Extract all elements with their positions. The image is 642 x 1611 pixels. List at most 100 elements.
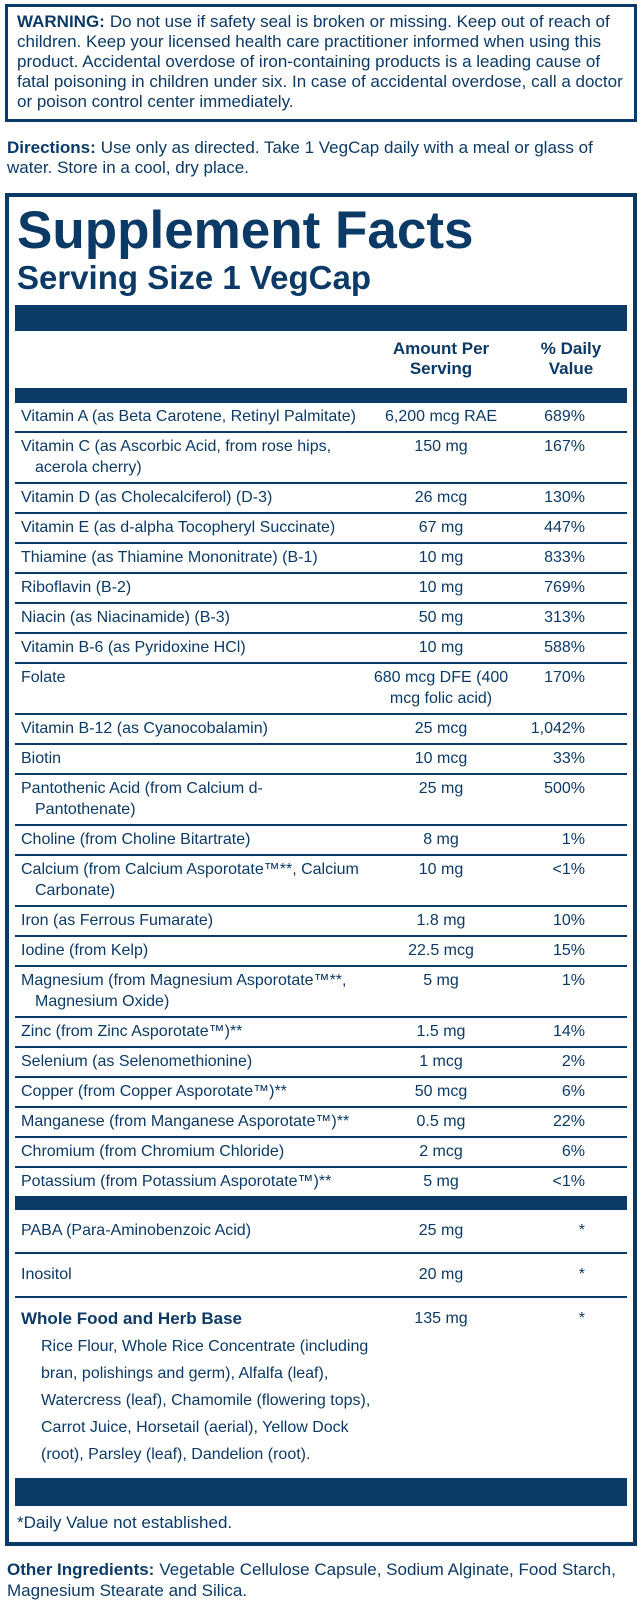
nutrient-name: Selenium (as Selenomethionine): [21, 1053, 253, 1070]
nutrient-amount: 25 mcg: [414, 720, 468, 737]
nutrient-row: Copper (from Copper Asporotate™)** 50 mcg…: [15, 1076, 627, 1106]
nutrient-dv: 2%: [561, 1053, 585, 1070]
nutrient-row: Vitamin D (as Cholecalciferol) (D-3) 26 m…: [15, 482, 627, 512]
nutrient-name: Folate: [21, 669, 66, 686]
nutrient-row: Calcium (from Calcium Asporotate™**, Cal…: [15, 854, 627, 905]
supplement-facts-panel: Supplement Facts Serving Size 1 VegCap A…: [5, 193, 637, 1546]
nutrient-name: Zinc (from Zinc Asporotate™)**: [21, 1023, 243, 1040]
nutrient-row: Vitamin A (as Beta Carotene, Retinyl Pal…: [15, 403, 627, 431]
nutrient-dv: 167%: [544, 438, 585, 455]
nutrient-row: Choline (from Choline Bitartrate) 8 mg 1%: [15, 824, 627, 854]
column-header-amount-line2: Serving: [409, 359, 473, 378]
nutrient-name: Copper (from Copper Asporotate™)**: [21, 1083, 287, 1100]
nutrient-rows-extra: PABA (Para-Aminobenzoic Acid) 25 mg * Inosi…: [15, 1210, 627, 1296]
nutrient-name: Biotin: [21, 750, 62, 767]
column-headers: Amount Per Serving % Daily Value: [15, 331, 627, 388]
nutrient-row: Vitamin B-6 (as Pyridoxine HCl) 10 mg 588%: [15, 632, 627, 662]
nutrient-name: PABA (Para-Aminobenzoic Acid): [21, 1222, 252, 1239]
nutrient-dv: 588%: [544, 639, 585, 656]
herb-base-row: Whole Food and Herb Base 135 mg *: [15, 1296, 627, 1331]
nutrient-amount: 1 mcg: [419, 1053, 463, 1070]
nutrient-row: Chromium (from Chromium Chloride) 2 mcg 6%: [15, 1136, 627, 1166]
nutrient-name: Vitamin B-12 (as Cyanocobalamin): [21, 720, 268, 737]
nutrient-amount: 10 mg: [418, 579, 464, 596]
nutrient-name: Thiamine (as Thiamine Mononitrate) (B-1): [21, 549, 318, 566]
nutrient-row: Potassium (from Potassium Asporotate™)**…: [15, 1166, 627, 1196]
warning-box: WARNING: Do not use if safety seal is bro…: [5, 4, 637, 122]
nutrient-name: Riboflavin (B-2): [21, 579, 132, 596]
nutrient-dv: <1%: [552, 1173, 585, 1190]
directions-label: Directions:: [7, 138, 96, 157]
nutrient-name: Vitamin A (as Beta Carotene, Retinyl Pal…: [21, 408, 356, 425]
other-ingredients-label: Other Ingredients:: [7, 1560, 155, 1579]
nutrient-amount: 10 mg: [418, 861, 464, 878]
nutrient-amount: 5 mg: [423, 1173, 459, 1190]
nutrient-amount: 0.5 mg: [416, 1113, 466, 1130]
nutrient-amount: 1.5 mg: [416, 1023, 466, 1040]
nutrient-name: Whole Food and Herb Base: [21, 1309, 243, 1328]
panel-title: Supplement Facts: [17, 201, 474, 260]
nutrient-dv: 33%: [552, 750, 585, 767]
nutrient-amount: 22.5 mcg: [408, 942, 474, 959]
directions-body: Use only as directed. Take 1 VegCap dail…: [7, 138, 593, 177]
serving-size: Serving Size 1 VegCap: [17, 259, 371, 296]
nutrient-amount: 135 mg: [414, 1310, 468, 1327]
column-header-dv: % Daily Value: [515, 339, 627, 379]
nutrient-dv: 500%: [544, 780, 585, 797]
nutrient-amount: 25 mg: [418, 1222, 464, 1239]
warning-label: WARNING:: [17, 12, 105, 31]
nutrient-row: Pantothenic Acid (from Calcium d-Pantoth…: [15, 773, 627, 824]
nutrient-dv: 170%: [544, 669, 585, 686]
nutrient-dv: 1%: [561, 972, 585, 989]
nutrient-row: Vitamin B-12 (as Cyanocobalamin) 25 mcg 1,…: [15, 713, 627, 743]
nutrient-dv: 1,042%: [530, 720, 585, 737]
nutrient-name: Manganese (from Manganese Asporotate™)**: [21, 1113, 350, 1130]
nutrient-dv: 14%: [552, 1023, 585, 1040]
nutrient-row: Manganese (from Manganese Asporotate™)**…: [15, 1106, 627, 1136]
nutrient-amount: 26 mcg: [414, 489, 468, 506]
nutrient-dv: 769%: [544, 579, 585, 596]
nutrient-name: Vitamin B-6 (as Pyridoxine HCl): [21, 639, 246, 656]
nutrient-row: Vitamin E (as d-alpha Tocopheryl Succina…: [15, 512, 627, 542]
nutrient-row: Magnesium (from Magnesium Asporotate™**,…: [15, 965, 627, 1016]
nutrient-dv: 833%: [544, 549, 585, 566]
nutrient-name: Vitamin D (as Cholecalciferol) (D-3): [21, 489, 273, 506]
nutrient-amount: 6,200 mcg RAE: [384, 408, 498, 425]
nutrient-dv: 1%: [561, 831, 585, 848]
nutrient-name: Chromium (from Chromium Chloride): [21, 1143, 285, 1160]
nutrient-row: Inositol 20 mg *: [15, 1252, 627, 1296]
nutrient-dv: 313%: [544, 609, 585, 626]
nutrient-amount: 10 mcg: [414, 750, 468, 767]
nutrient-amount: 5 mg: [423, 972, 459, 989]
divider-bar-section: [15, 1196, 627, 1210]
nutrient-name: Magnesium (from Magnesium Asporotate™**,…: [21, 972, 347, 1010]
nutrient-dv: 6%: [561, 1083, 585, 1100]
nutrient-row: Riboflavin (B-2) 10 mg 769%: [15, 572, 627, 602]
nutrient-row: Zinc (from Zinc Asporotate™)** 1.5 mg 14%: [15, 1016, 627, 1046]
nutrient-dv: *: [578, 1266, 585, 1283]
column-header-dv-line1: % Daily: [540, 339, 602, 358]
nutrient-name: Inositol: [21, 1266, 72, 1283]
nutrient-dv: 130%: [544, 489, 585, 506]
nutrient-row: Vitamin C (as Ascorbic Acid, from rose h…: [15, 431, 627, 482]
nutrient-amount: 50 mcg: [414, 1083, 468, 1100]
nutrient-name: Iron (as Ferrous Fumarate): [21, 912, 214, 929]
nutrient-amount: 8 mg: [423, 831, 459, 848]
divider-bar-bottom: [15, 1478, 627, 1506]
nutrient-dv: <1%: [552, 861, 585, 878]
nutrient-dv: 10%: [552, 912, 585, 929]
nutrient-amount: 150 mg: [414, 438, 468, 455]
nutrient-dv: 689%: [544, 408, 585, 425]
nutrient-dv: *: [578, 1222, 585, 1239]
other-ingredients-text: Other Ingredients: Vegetable Cellulose Ca…: [7, 1559, 635, 1601]
nutrient-name: Vitamin E (as d-alpha Tocopheryl Succina…: [21, 519, 336, 536]
nutrient-amount: 67 mg: [418, 519, 464, 536]
nutrient-dv: 15%: [552, 942, 585, 959]
nutrient-row: Biotin 10 mcg 33%: [15, 743, 627, 773]
nutrient-dv: 22%: [552, 1113, 585, 1130]
nutrient-name: Choline (from Choline Bitartrate): [21, 831, 251, 848]
column-header-dv-line2: Value: [548, 359, 594, 378]
nutrient-dv: 447%: [544, 519, 585, 536]
column-header-amount-line1: Amount Per: [392, 339, 490, 358]
nutrient-rows-main: Vitamin A (as Beta Carotene, Retinyl Pal…: [15, 403, 627, 1196]
